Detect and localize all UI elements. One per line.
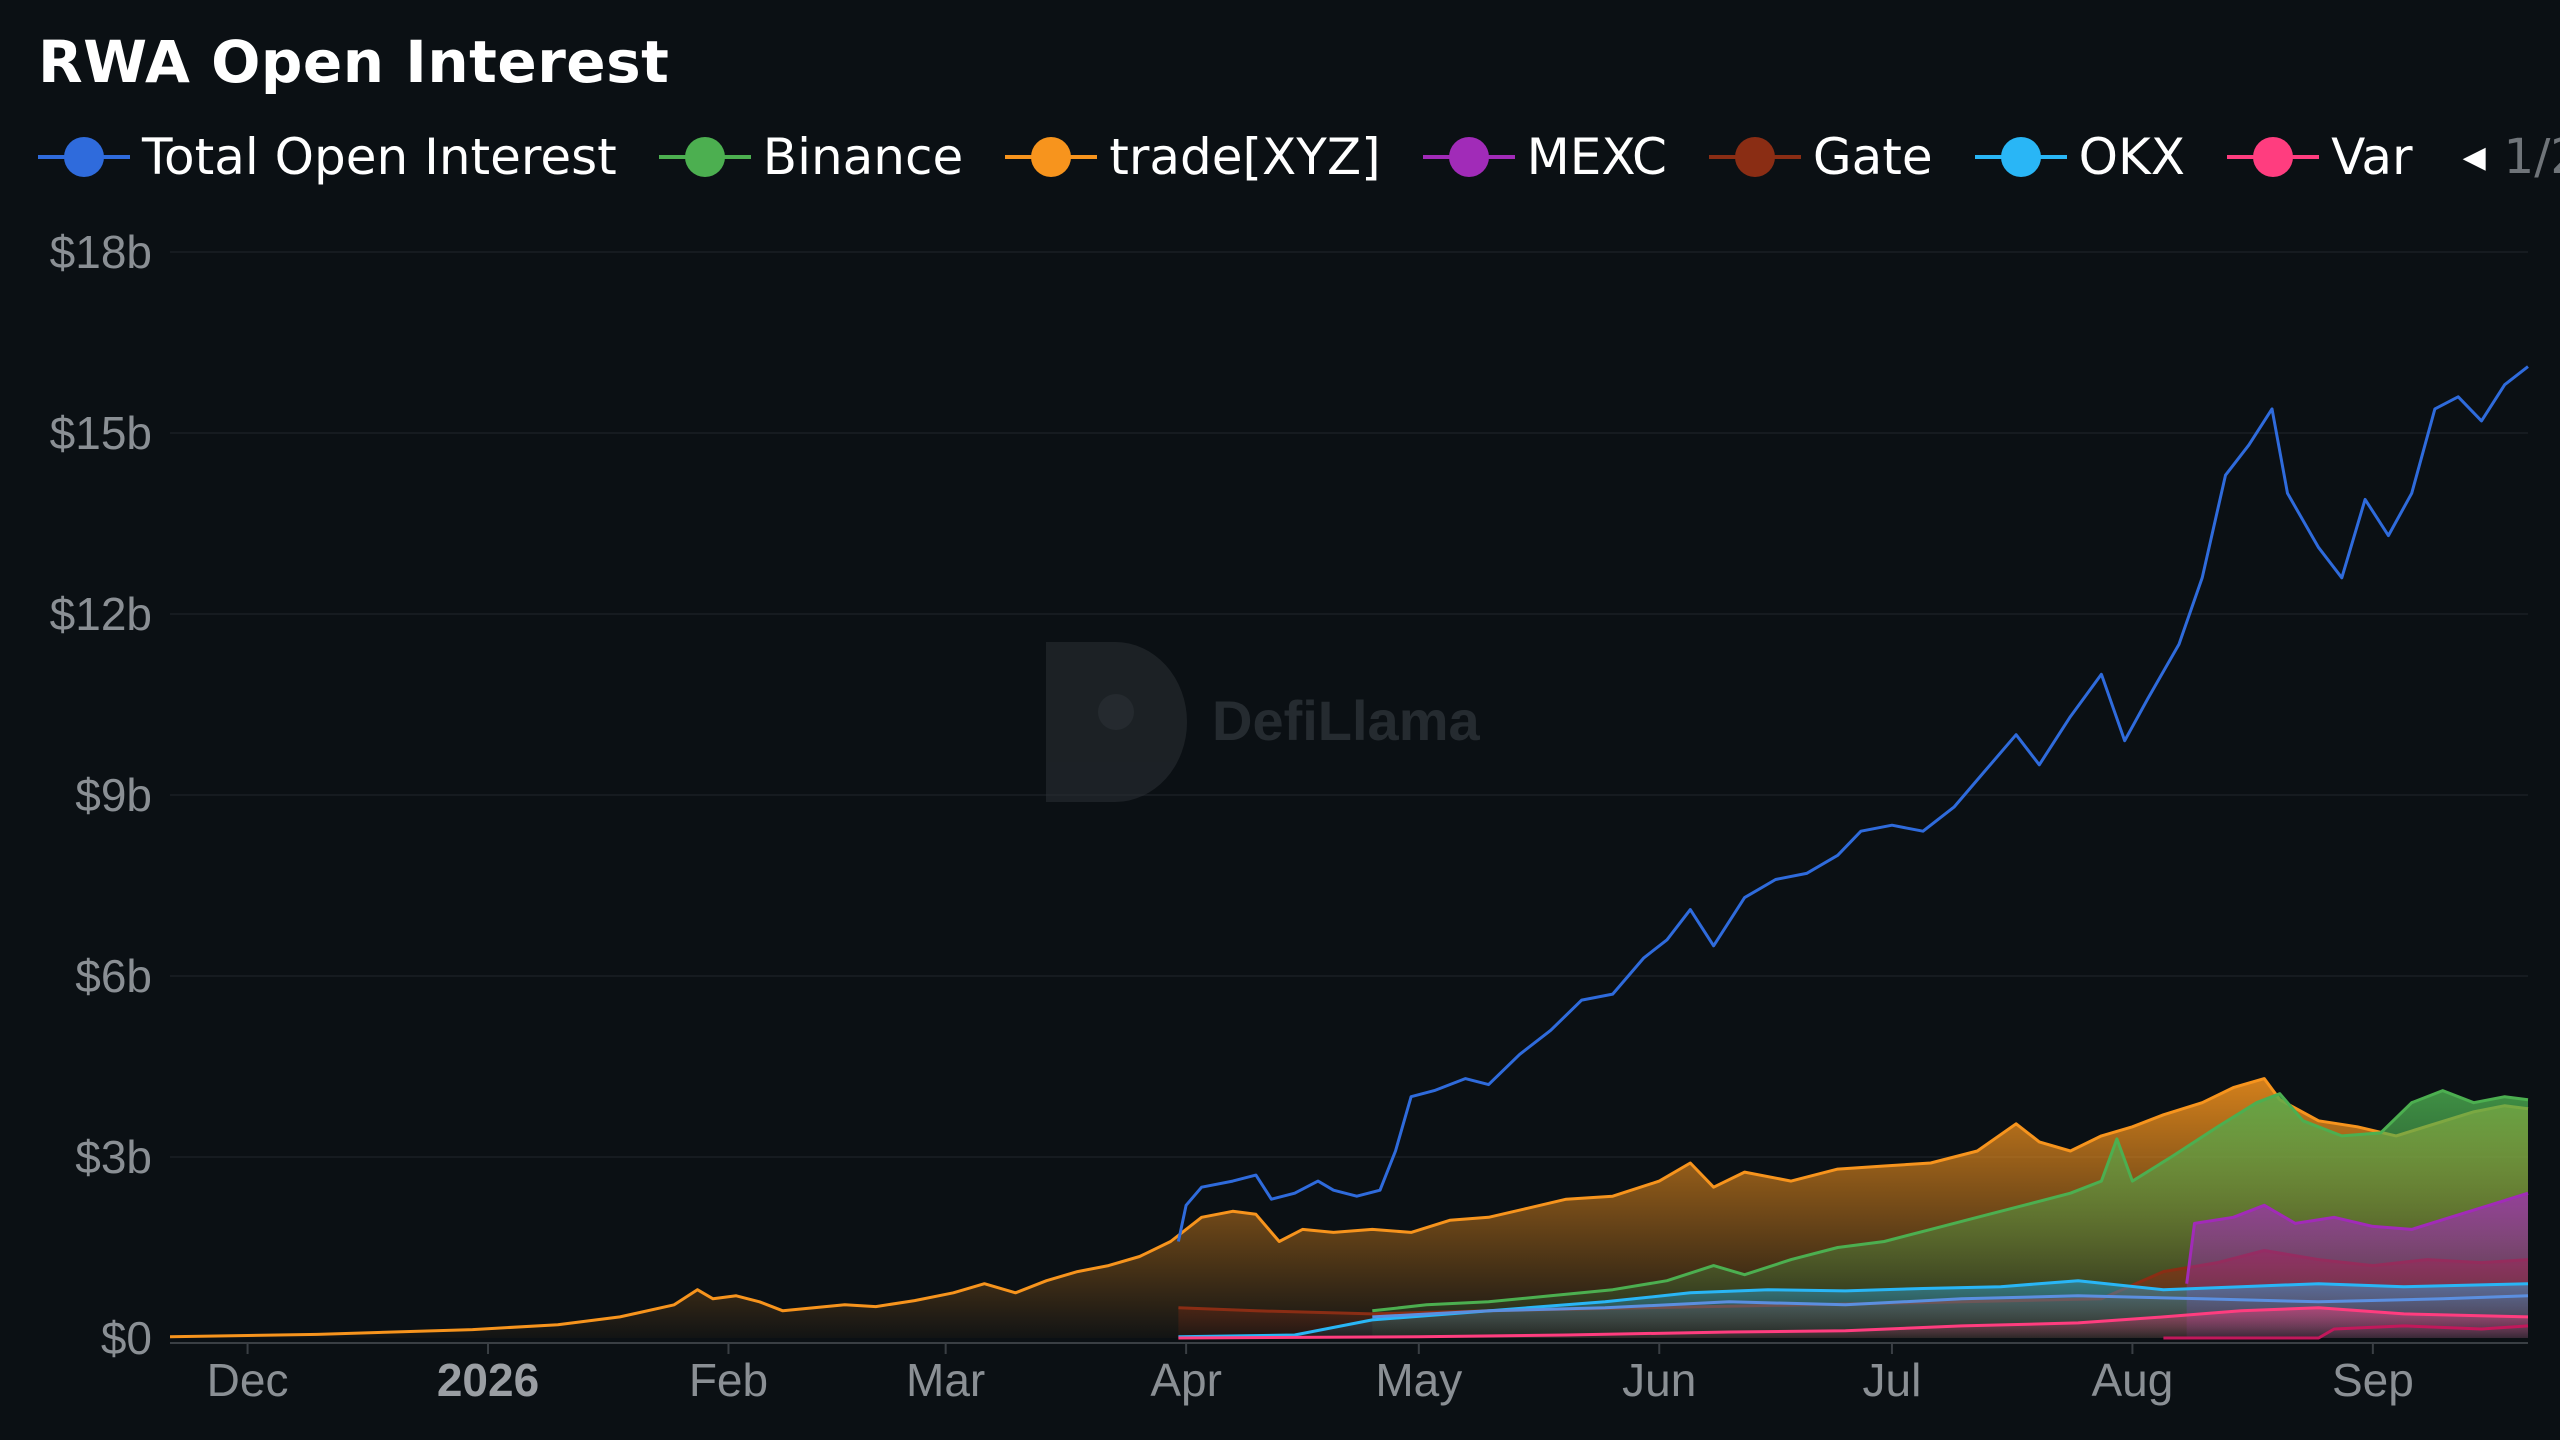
legend-swatch-trade-xyz (1005, 137, 1098, 177)
y-tick-label: $12b (50, 588, 152, 640)
x-tick-label: Apr (1150, 1354, 1222, 1406)
y-axis-ticks: $0 $3b $6b $9b $12b $15b $18b (50, 226, 152, 1364)
x-tick-label: Mar (906, 1354, 985, 1406)
chart-title: RWA Open Interest (38, 28, 670, 96)
line-series-8 (2163, 1324, 2529, 1340)
legend-item-okx[interactable]: OKX (1974, 128, 2186, 186)
y-tick-label: $0 (101, 1312, 152, 1364)
legend-pager: ◀ 1/2 ▶ (2455, 129, 2560, 185)
line-mexc (2185, 1191, 2529, 1284)
legend-label: MEXC (1526, 128, 1667, 186)
pager-page-text: 1/2 (2503, 129, 2560, 185)
x-tick-label: Dec (207, 1354, 289, 1406)
legend-label: Gate (1812, 128, 1933, 186)
legend-item-trade-xyz[interactable]: trade[XYZ] (1005, 128, 1381, 186)
line-total-open-interest (1176, 365, 2529, 1242)
legend-item-total-open-interest[interactable]: Total Open Interest (38, 128, 617, 186)
legend-swatch-okx (1974, 137, 2067, 177)
x-axis-ticks: Dec 2026 Feb Mar Apr May Jun Jul Aug Sep (207, 1343, 2414, 1406)
legend-swatch-binance (658, 137, 751, 177)
pager-prev-icon[interactable]: ◀ (2462, 139, 2486, 175)
line-var (1178, 1306, 2529, 1340)
line-series-7 (1372, 1294, 2529, 1319)
line-binance (1372, 1089, 2529, 1313)
legend-swatch-var (2227, 137, 2320, 177)
y-tick-label: $3b (75, 1131, 152, 1183)
watermark-text: DefiLlama (1212, 689, 1480, 752)
legend-label: trade[XYZ] (1109, 128, 1381, 186)
legend-swatch-total-open-interest (38, 137, 130, 177)
legend-label: Total Open Interest (142, 128, 617, 186)
legend-swatch-gate (1708, 137, 1801, 177)
legend-item-gate[interactable]: Gate (1708, 128, 1933, 186)
y-tick-label: $18b (50, 226, 152, 278)
y-tick-label: $15b (50, 407, 152, 459)
legend-item-binance[interactable]: Binance (658, 128, 964, 186)
llama-head-icon (1098, 694, 1134, 730)
x-tick-label: Feb (689, 1354, 768, 1406)
x-tick-label: Jun (1622, 1354, 1696, 1406)
x-tick-label: Jul (1863, 1354, 1922, 1406)
legend-item-mexc[interactable]: MEXC (1422, 128, 1667, 186)
y-tick-label: $6b (75, 950, 152, 1002)
legend-label: Binance (762, 128, 964, 186)
legend-label: Var (2331, 128, 2413, 186)
legend-item-var[interactable]: Var (2227, 128, 2413, 186)
line-trade-xyz (169, 1077, 2529, 1339)
x-tick-label: Aug (2091, 1354, 2173, 1406)
y-tick-label: $9b (75, 769, 152, 821)
x-tick-label: 2026 (437, 1354, 539, 1406)
x-tick-label: May (1375, 1354, 1462, 1406)
x-tick-label: Sep (2332, 1354, 2414, 1406)
legend-swatch-mexc (1422, 137, 1515, 177)
chart-legend: Total Open Interest Binance trade[XYZ] M… (38, 122, 2560, 192)
series-layer (169, 365, 2529, 1340)
grid-lines (170, 251, 2528, 1158)
line-okx (1178, 1279, 2529, 1339)
defillama-watermark: DefiLlama (1046, 642, 1480, 802)
legend-label: OKX (2078, 128, 2186, 186)
